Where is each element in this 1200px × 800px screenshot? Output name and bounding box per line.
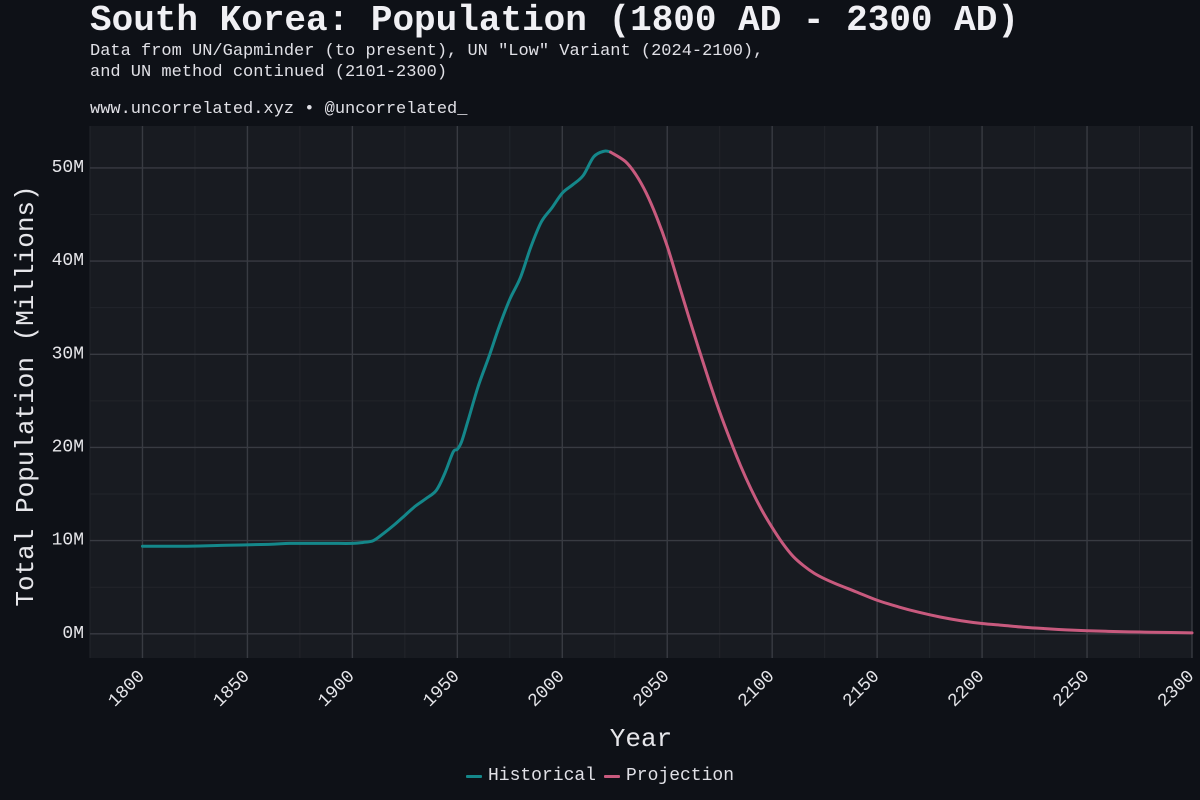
chart-title: South Korea: Population (1800 AD - 2300 … xyxy=(90,0,1019,41)
x-axis-label: Year xyxy=(610,724,672,754)
y-axis-ticks: 0M 10M 20M 30M 40M 50M xyxy=(52,158,84,644)
plot-panel xyxy=(90,126,1192,658)
x-tick-label: 1800 xyxy=(105,667,150,712)
chart-subtitle: Data from UN/Gapminder (to present), UN … xyxy=(90,41,763,83)
legend-swatch-historical xyxy=(465,774,482,778)
major-gridlines xyxy=(90,126,1193,658)
legend-label-historical: Historical xyxy=(487,766,596,786)
legend: Historical Projection xyxy=(0,766,1200,786)
subtitle-line-1: Data from UN/Gapminder (to present), UN … xyxy=(90,42,764,61)
minor-gridlines xyxy=(89,126,1192,658)
x-tick-label: 2200 xyxy=(944,667,989,712)
y-tick-label: 30M xyxy=(52,344,84,364)
series-line-historical xyxy=(140,149,613,548)
x-tick-label: 2250 xyxy=(1049,667,1094,712)
legend-label-projection: Projection xyxy=(626,766,735,786)
x-axis-ticks: 1800 1850 1900 1950 2000 2050 2100 2150 2200 2250… xyxy=(105,667,1199,712)
series-line-projection xyxy=(609,150,1194,635)
x-tick-label: 2050 xyxy=(630,667,675,712)
x-tick-label: 2300 xyxy=(1154,667,1199,712)
x-tick-label: 1850 xyxy=(210,667,255,712)
legend-item-projection: Projection xyxy=(604,766,734,786)
y-tick-label: 20M xyxy=(52,437,84,457)
x-tick-label: 1950 xyxy=(420,667,465,712)
subtitle-line-2: and UN method continued (2101-2300) xyxy=(90,63,448,82)
x-tick-label: 2150 xyxy=(840,667,885,712)
y-tick-label: 40M xyxy=(52,251,84,271)
y-tick-label: 10M xyxy=(52,531,84,551)
credit-line: www.uncorrelated.xyz • @uncorrelated_ xyxy=(90,100,468,119)
x-tick-label: 2100 xyxy=(735,667,780,712)
legend-swatch-projection xyxy=(604,774,620,778)
y-tick-label: 50M xyxy=(52,158,84,178)
y-axis-label: Total Population (Millions) xyxy=(11,185,41,606)
x-tick-label: 1900 xyxy=(315,667,360,712)
legend-item-historical: Historical xyxy=(465,766,596,786)
x-tick-label: 2000 xyxy=(525,667,570,712)
series-lines xyxy=(140,149,1194,635)
y-tick-label: 0M xyxy=(62,624,84,644)
